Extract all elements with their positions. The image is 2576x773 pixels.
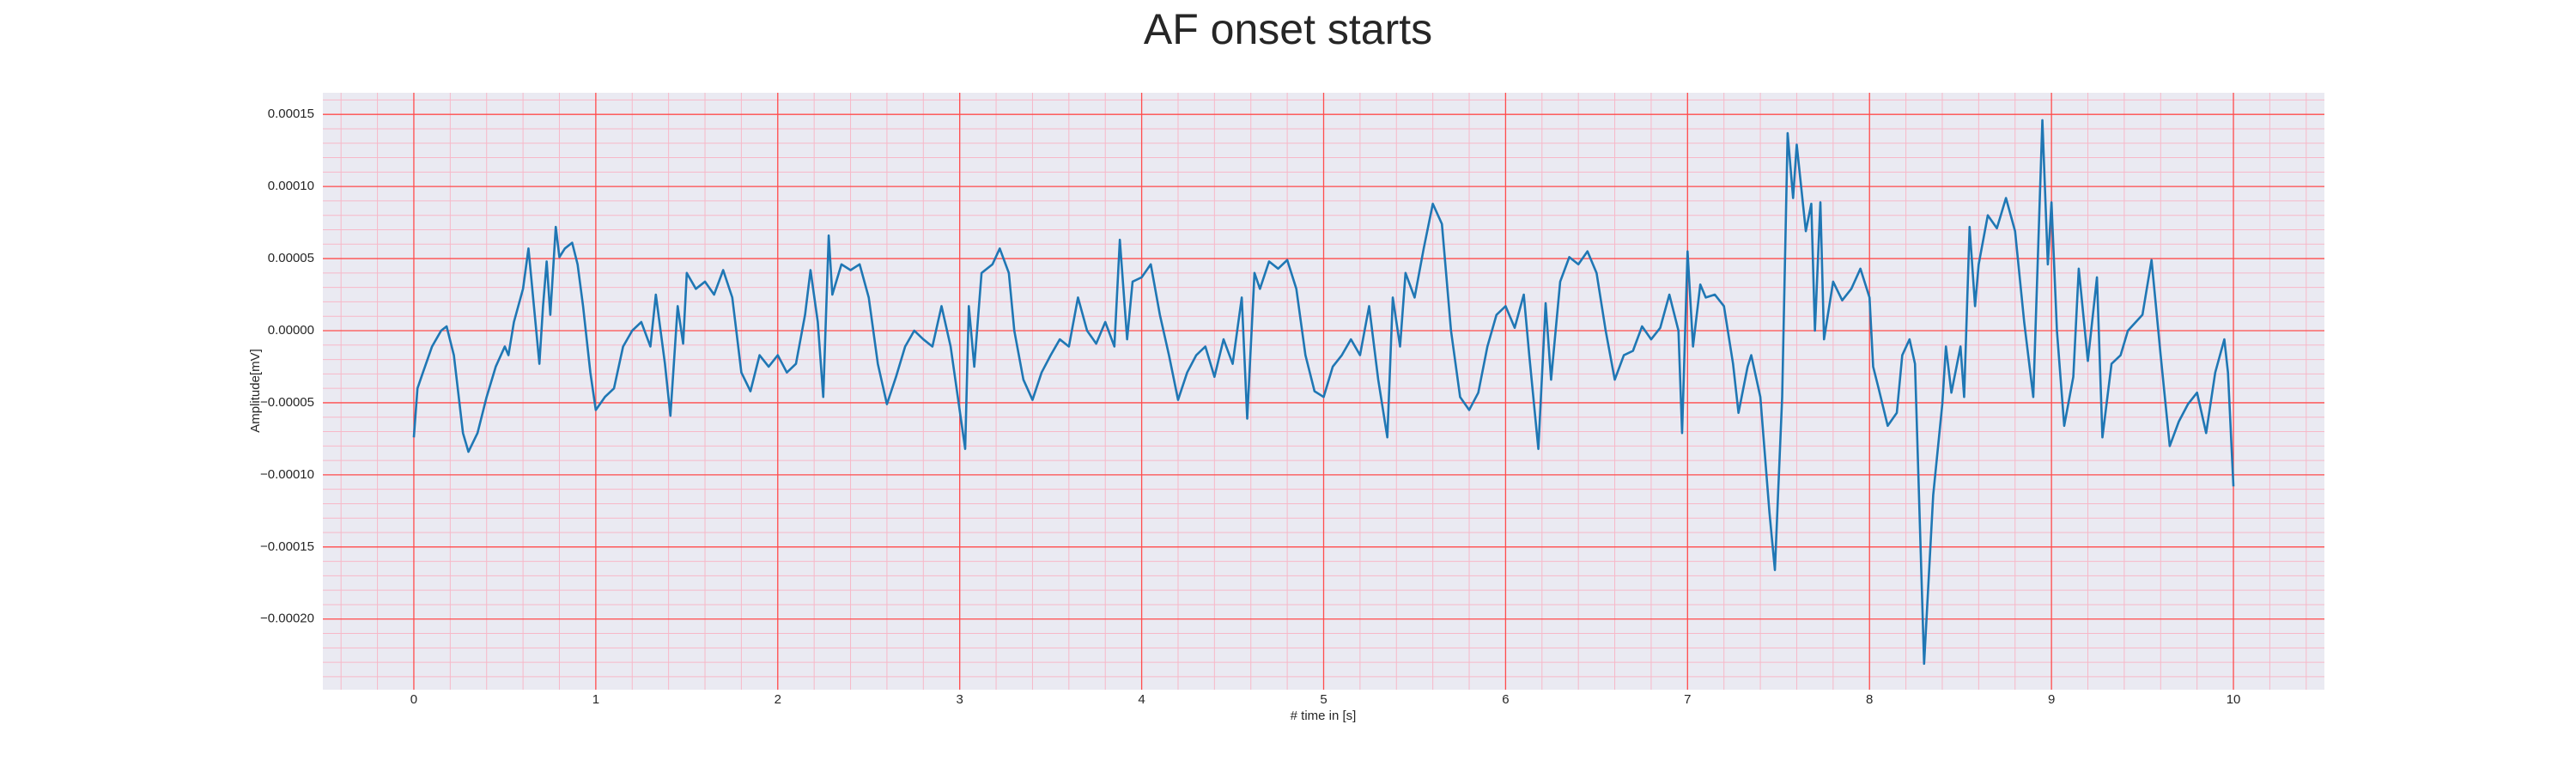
- y-tick-label: 0.00005: [268, 251, 314, 265]
- x-tick-label: 0: [410, 692, 417, 707]
- y-axis-label: Amplitude[mV]: [248, 349, 263, 433]
- x-tick-label: 2: [775, 692, 781, 707]
- x-tick-label: 7: [1684, 692, 1691, 707]
- chart-title: AF onset starts: [1144, 5, 1432, 53]
- x-tick-label: 3: [957, 692, 963, 707]
- y-tick-label: −0.00010: [260, 467, 314, 482]
- x-tick-label: 6: [1502, 692, 1509, 707]
- x-tick-label: 5: [1320, 692, 1327, 707]
- x-tick-label: 9: [2048, 692, 2055, 707]
- y-tick-label: 0.00000: [268, 323, 314, 338]
- y-tick-label: −0.00020: [260, 612, 314, 626]
- y-tick-label: 0.00010: [268, 179, 314, 193]
- x-tick-label: 8: [1866, 692, 1873, 707]
- y-tick-label: −0.00005: [260, 395, 314, 410]
- y-tick-label: 0.00015: [268, 107, 314, 121]
- x-axis-label: # time in [s]: [1291, 709, 1357, 723]
- x-tick-label: 4: [1138, 692, 1145, 707]
- x-tick-label: 10: [2227, 692, 2241, 707]
- y-tick-label: −0.00015: [260, 539, 314, 554]
- signal-line: [412, 119, 2235, 666]
- x-tick-label: 1: [592, 692, 599, 707]
